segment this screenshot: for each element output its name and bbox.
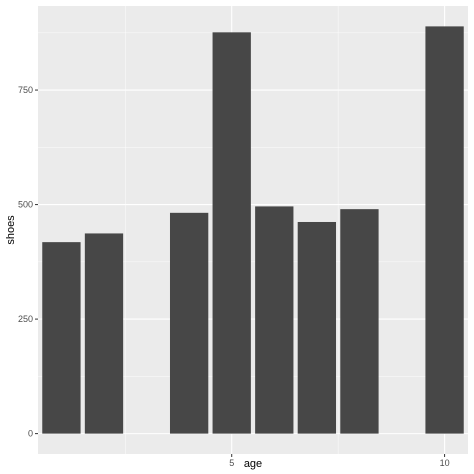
bar — [42, 242, 81, 434]
bar — [255, 206, 294, 434]
bar — [340, 209, 379, 434]
y-tick-label: 250 — [18, 314, 33, 324]
y-tick-label: 0 — [28, 429, 33, 439]
bars — [42, 26, 464, 434]
x-axis-title: age — [244, 458, 262, 470]
bar — [297, 221, 337, 434]
tick-labels: 5 10 0 250 500 750 — [18, 85, 450, 468]
y-tick-label: 750 — [18, 85, 33, 95]
bar — [169, 212, 209, 434]
axis-ticks — [35, 89, 446, 457]
y-axis-title: shoes — [5, 215, 17, 245]
bar — [425, 26, 464, 434]
bar — [84, 233, 124, 434]
x-tick-label: 10 — [440, 458, 450, 468]
bar — [212, 32, 251, 434]
y-tick-label: 500 — [18, 200, 33, 210]
x-tick-label: 5 — [229, 458, 234, 468]
